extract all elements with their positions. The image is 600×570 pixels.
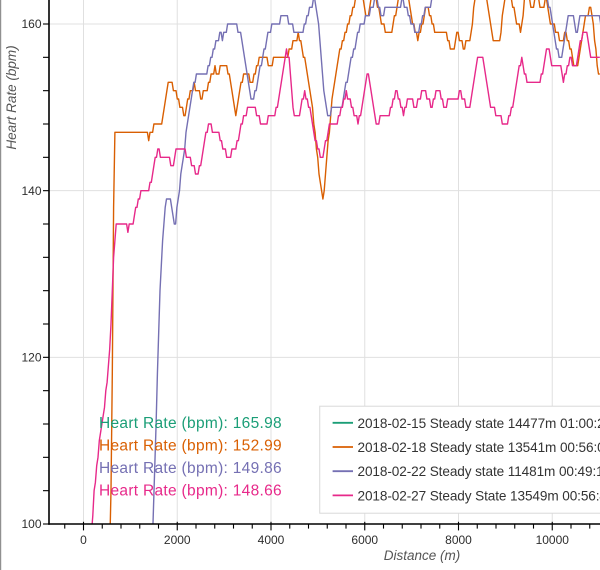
svg-text:Heart Rate (bpm): Heart Rate (bpm) xyxy=(4,45,19,149)
svg-text:4000: 4000 xyxy=(258,533,285,547)
svg-text:2000: 2000 xyxy=(164,533,191,547)
svg-text:Heart Rate (bpm): 165.98: Heart Rate (bpm): 165.98 xyxy=(99,415,282,432)
svg-text:2018-02-22 Steady state 11481m: 2018-02-22 Steady state 11481m 00:49:16 xyxy=(358,464,600,479)
svg-text:2018-02-18 Steady state 13541m: 2018-02-18 Steady state 13541m 00:56:08 xyxy=(358,440,600,455)
svg-text:2018-02-27 Steady State 13549m: 2018-02-27 Steady State 13549m 00:56:40 xyxy=(358,488,600,503)
svg-text:0: 0 xyxy=(80,533,87,547)
svg-text:Heart Rate (bpm): 149.86: Heart Rate (bpm): 149.86 xyxy=(99,460,282,477)
svg-text:140: 140 xyxy=(21,184,41,198)
svg-text:100: 100 xyxy=(21,517,41,531)
svg-text:Heart Rate (bpm): 152.99: Heart Rate (bpm): 152.99 xyxy=(99,437,282,454)
svg-text:Heart Rate (bpm): 148.66: Heart Rate (bpm): 148.66 xyxy=(99,483,282,500)
svg-text:6000: 6000 xyxy=(351,533,378,547)
svg-text:2018-02-15 Steady state 14477m: 2018-02-15 Steady state 14477m 01:00:24 xyxy=(358,416,600,431)
svg-text:120: 120 xyxy=(21,351,41,365)
svg-text:8000: 8000 xyxy=(445,533,472,547)
svg-text:Distance (m): Distance (m) xyxy=(384,548,461,563)
svg-text:160: 160 xyxy=(21,17,41,31)
svg-text:10000: 10000 xyxy=(536,533,570,547)
